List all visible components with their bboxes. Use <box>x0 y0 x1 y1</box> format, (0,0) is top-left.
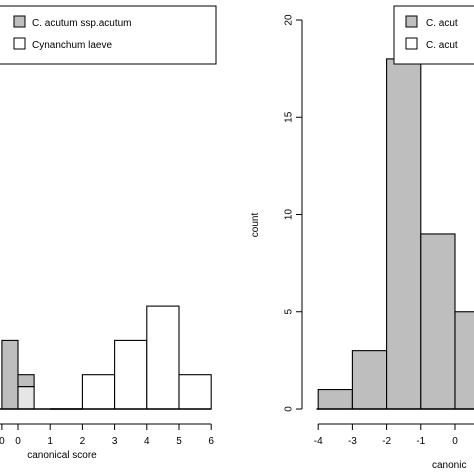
gray-bar <box>454 311 474 410</box>
legend-box <box>0 5 217 65</box>
y-tick-label: 0 <box>284 406 295 412</box>
x-tick-label: -3 <box>348 436 357 447</box>
legend-label: Cynanchum laeve <box>32 40 112 51</box>
x-tick-label: 2 <box>80 436 86 447</box>
white-bar <box>114 339 148 410</box>
x-tick-label: -4 <box>314 436 323 447</box>
legend-label: C. acut <box>426 18 458 29</box>
x-tick-label: -2 <box>382 436 391 447</box>
white-bar <box>81 374 116 410</box>
y-tick-label: 5 <box>284 309 295 315</box>
gray-bar <box>386 58 422 410</box>
x-tick-label: 0 <box>452 436 458 447</box>
gray-bar <box>317 388 353 410</box>
x-tick-label: 6 <box>208 436 214 447</box>
x-axis-label: canonic <box>432 460 466 471</box>
x-tick-label: -1 <box>416 436 425 447</box>
legend-swatch <box>405 37 418 50</box>
legend-box <box>393 5 474 65</box>
legend-swatch <box>405 15 418 28</box>
legend-swatch <box>13 15 26 28</box>
gray-bar <box>420 233 456 410</box>
left-histogram-panel: 0 0 1 2 3 4 5 6 canonical score C. acutum ssp.acu… <box>0 5 217 461</box>
y-tick-label: 10 <box>284 209 295 221</box>
legend-label: C. acut <box>426 40 458 51</box>
white-bar <box>178 374 212 410</box>
right-histogram-panel: 0 5 10 15 20 count -4 -3 -2 -1 0 canonic C. acut C. a… <box>250 5 474 471</box>
x-tick-label: 0 <box>15 436 21 447</box>
gray-bar <box>351 350 388 410</box>
x-tick-label: 3 <box>112 436 118 447</box>
y-tick-label: 20 <box>284 14 295 26</box>
x-tick-label: 4 <box>144 436 150 447</box>
x-tick-label: 0 <box>0 436 5 447</box>
legend-label: C. acutum ssp.acutum <box>32 18 131 29</box>
x-axis-label: canonical score <box>27 450 97 461</box>
y-axis-label: count <box>250 213 261 238</box>
white-bar <box>146 305 180 410</box>
white-bar <box>17 386 35 410</box>
y-tick-label: 15 <box>284 111 295 123</box>
legend-swatch <box>13 37 26 50</box>
gray-bar <box>1 339 19 410</box>
gray-bar <box>17 374 35 388</box>
x-tick-label: 5 <box>176 436 182 447</box>
x-tick-label: 1 <box>47 436 53 447</box>
